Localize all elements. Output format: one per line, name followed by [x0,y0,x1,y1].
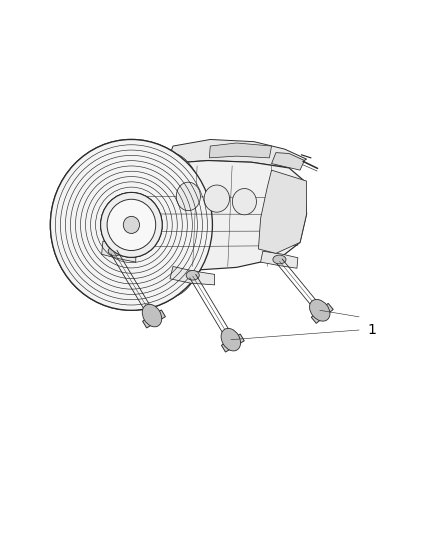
Text: 1: 1 [368,323,377,337]
Ellipse shape [50,140,212,310]
Polygon shape [258,170,307,253]
Ellipse shape [131,152,207,297]
Ellipse shape [124,216,139,233]
Polygon shape [311,303,333,324]
Polygon shape [166,140,307,168]
Polygon shape [222,334,244,352]
Ellipse shape [107,199,156,251]
Ellipse shape [233,189,257,215]
Ellipse shape [107,199,156,251]
Polygon shape [209,143,272,158]
Polygon shape [170,266,215,285]
Polygon shape [143,310,166,328]
Ellipse shape [176,182,200,211]
Ellipse shape [221,328,240,351]
Ellipse shape [273,255,286,264]
Ellipse shape [204,185,230,212]
Polygon shape [134,160,307,271]
Ellipse shape [108,246,121,256]
Polygon shape [272,152,304,170]
Ellipse shape [142,304,162,327]
Ellipse shape [50,140,212,310]
Ellipse shape [310,300,330,321]
Polygon shape [102,241,136,262]
Polygon shape [261,251,298,268]
Ellipse shape [101,192,162,257]
Ellipse shape [101,192,162,257]
Ellipse shape [124,216,139,233]
Ellipse shape [186,270,199,280]
